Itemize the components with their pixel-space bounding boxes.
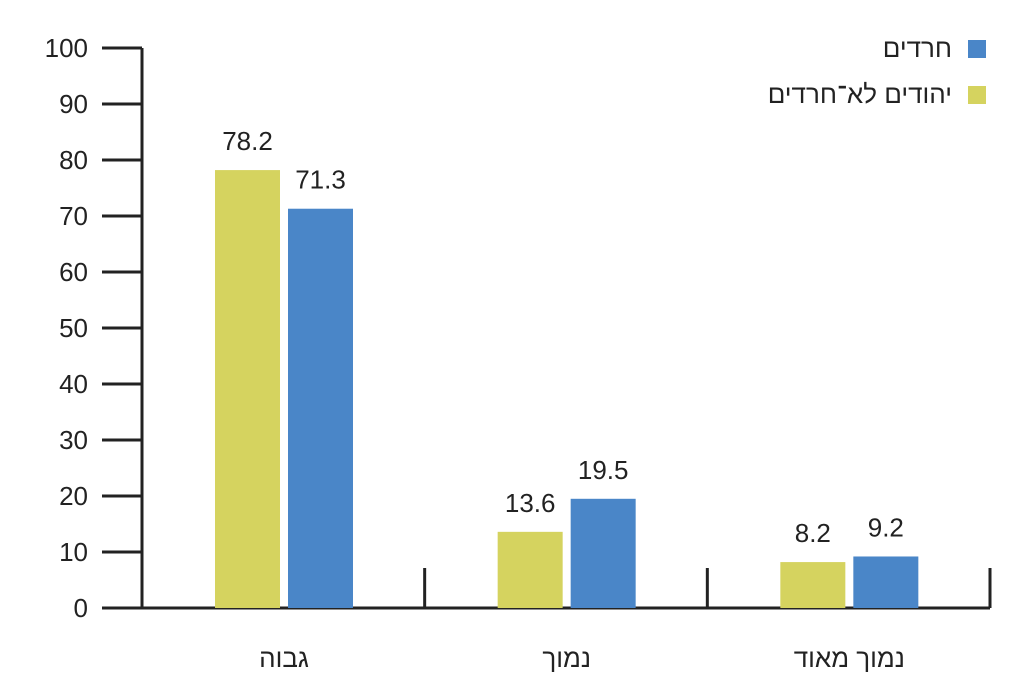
bar xyxy=(215,170,280,608)
x-tick-label: גבוה xyxy=(259,643,309,673)
bar xyxy=(497,531,563,608)
y-tick-label: 30 xyxy=(59,425,88,455)
legend-swatch xyxy=(968,40,986,58)
data-label: 78.2 xyxy=(222,126,273,156)
legend-swatch xyxy=(968,86,986,104)
y-tick-label: 20 xyxy=(59,481,88,511)
bar xyxy=(853,556,919,608)
bar xyxy=(570,498,636,608)
y-tick-label: 0 xyxy=(74,593,88,623)
data-label: 71.3 xyxy=(295,165,346,195)
y-tick-label: 70 xyxy=(59,201,88,231)
y-tick-label: 100 xyxy=(45,33,88,63)
x-tick-label: נמוך מאוד xyxy=(794,643,905,673)
data-label: 13.6 xyxy=(505,488,556,518)
data-label: 9.2 xyxy=(868,512,904,542)
x-tick-label: נמוך xyxy=(542,643,591,673)
y-tick-label: 90 xyxy=(59,89,88,119)
y-tick-label: 10 xyxy=(59,537,88,567)
data-label: 19.5 xyxy=(578,455,629,485)
bar xyxy=(780,562,846,608)
y-tick-label: 40 xyxy=(59,369,88,399)
legend-label: חרדים xyxy=(883,33,952,63)
data-label: 8.2 xyxy=(795,518,831,548)
y-tick-label: 60 xyxy=(59,257,88,287)
legend-label: יהודים לא־חרדים xyxy=(768,79,952,109)
bar xyxy=(288,208,353,608)
y-tick-label: 50 xyxy=(59,313,88,343)
y-tick-label: 80 xyxy=(59,145,88,175)
